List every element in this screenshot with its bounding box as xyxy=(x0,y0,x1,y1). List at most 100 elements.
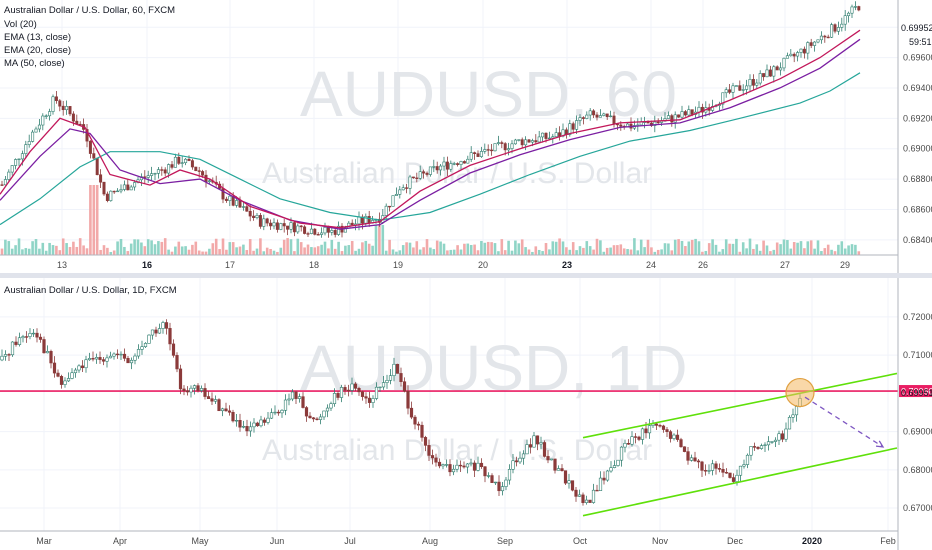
daily-candle xyxy=(234,420,239,422)
daily-candle xyxy=(721,468,725,473)
hourly-candle xyxy=(221,188,225,200)
hourly-time-axis[interactable]: 13 16 17 18 19 20 23 24 26 27 29 xyxy=(57,260,850,270)
hourly-volume-bar xyxy=(391,249,395,255)
hourly-volume-bar xyxy=(374,225,378,255)
channel-lower-line[interactable] xyxy=(582,447,898,517)
hourly-volume-bar xyxy=(806,241,810,255)
daily-candle xyxy=(675,434,680,440)
hourly-time-tick: 13 xyxy=(57,260,67,270)
hourly-candle xyxy=(27,141,31,145)
hourly-candle xyxy=(612,115,616,125)
daily-candle xyxy=(430,455,435,459)
hourly-volume-bar xyxy=(106,247,109,255)
channel-upper-line[interactable] xyxy=(582,372,898,439)
hourly-volume-bar xyxy=(554,241,558,255)
hourly-volume-bar xyxy=(276,251,279,255)
hourly-candle xyxy=(173,156,177,168)
daily-candle xyxy=(294,391,298,399)
daily-candle xyxy=(101,359,106,362)
daily-time-axis[interactable]: Mar Apr May Jun Jul Aug Sep Oct Nov Dec 2020 Feb xyxy=(36,536,896,546)
hourly-candle xyxy=(762,73,766,78)
hourly-candle xyxy=(129,186,133,191)
hourly-volume-bar xyxy=(486,241,490,255)
hourly-volume-bar xyxy=(259,238,262,255)
hourly-candle xyxy=(143,176,147,178)
highlight-circle[interactable] xyxy=(785,377,815,408)
daily-candle xyxy=(49,351,53,364)
hourly-candle xyxy=(731,85,735,93)
hourly-volume-bar xyxy=(408,242,412,255)
daily-chart-panel[interactable]: AUDUSD, 1D Australian Dollar / U.S. Doll… xyxy=(0,278,898,531)
hourly-volume-bar xyxy=(701,251,704,255)
daily-candle xyxy=(742,464,746,467)
daily-candle xyxy=(238,420,242,428)
hourly-volume-bar xyxy=(459,249,463,255)
pane-separator[interactable] xyxy=(0,273,932,278)
daily-price-tick: 0.67000 xyxy=(903,503,932,513)
hourly-volume-bar xyxy=(823,248,827,255)
hourly-volume-bar xyxy=(588,246,592,255)
daily-candle xyxy=(479,462,484,468)
hourly-volume-bar xyxy=(707,243,711,255)
hourly-volume-bar xyxy=(497,251,500,255)
hourly-volume-bar xyxy=(558,238,561,255)
hourly-candle xyxy=(585,114,589,119)
hourly-volume-bar xyxy=(779,244,782,255)
hourly-candle xyxy=(241,206,245,208)
legend-ema20[interactable]: EMA (20, close) xyxy=(4,45,71,56)
daily-candle xyxy=(756,447,760,449)
legend-ma50[interactable]: MA (50, close) xyxy=(4,58,65,69)
hourly-volume-bar xyxy=(160,241,164,255)
hourly-volume-bar xyxy=(422,247,425,255)
hourly-volume-bar xyxy=(476,250,480,255)
hourly-candle xyxy=(119,189,123,192)
projection-line[interactable] xyxy=(804,396,884,448)
hourly-candle xyxy=(721,92,725,105)
daily-candle xyxy=(385,380,389,383)
hourly-volume-bar xyxy=(214,238,218,255)
hourly-candle xyxy=(167,164,171,174)
legend-ema13[interactable]: EMA (13, close) xyxy=(4,32,71,43)
hourly-volume-bar xyxy=(282,239,286,255)
hourly-volume-bar xyxy=(752,248,755,255)
legend-vol[interactable]: Vol (20) xyxy=(4,19,37,30)
hourly-candle xyxy=(507,148,511,151)
hourly-volume-bar xyxy=(769,251,772,255)
hourly-volume-bar xyxy=(163,238,167,255)
daily-candle xyxy=(640,428,645,440)
hourly-volume-bar xyxy=(299,242,303,255)
daily-candle xyxy=(441,464,445,467)
hourly-volume-bar xyxy=(616,245,619,255)
daily-candle xyxy=(455,464,459,470)
daily-candle xyxy=(147,334,151,344)
hourly-candle xyxy=(830,24,834,38)
hourly-volume-bar xyxy=(150,240,153,255)
hourly-volume-bar xyxy=(514,240,517,255)
hourly-volume-bar xyxy=(21,249,24,255)
daily-candle xyxy=(357,388,361,393)
hourly-time-tick: 29 xyxy=(840,260,850,270)
hourly-volume-bar xyxy=(520,239,524,255)
hourly-volume-bar xyxy=(27,248,31,255)
hourly-volume-bar xyxy=(857,251,861,255)
hourly-volume-bar xyxy=(452,249,456,255)
hourly-candle xyxy=(473,152,477,154)
daily-candle xyxy=(185,390,190,393)
hourly-candle xyxy=(405,187,409,189)
hourly-volume-bar xyxy=(803,248,806,255)
daily-candle xyxy=(511,460,515,470)
hourly-volume-bar xyxy=(490,242,493,255)
daily-candle xyxy=(735,474,739,482)
hourly-volume-bar xyxy=(123,246,126,255)
hourly-volume-bar xyxy=(340,251,344,255)
hourly-chart-panel[interactable]: AUDUSD, 60 Australian Dollar / U.S. Doll… xyxy=(0,0,898,255)
daily-candle xyxy=(581,494,585,503)
daily-candle xyxy=(766,441,771,446)
hourly-time-tick: 20 xyxy=(478,260,488,270)
hourly-volume-bar xyxy=(194,241,198,255)
hourly-volume-bar xyxy=(293,251,296,255)
hourly-volume-bar xyxy=(534,246,538,255)
hourly-volume-bar xyxy=(221,238,225,255)
